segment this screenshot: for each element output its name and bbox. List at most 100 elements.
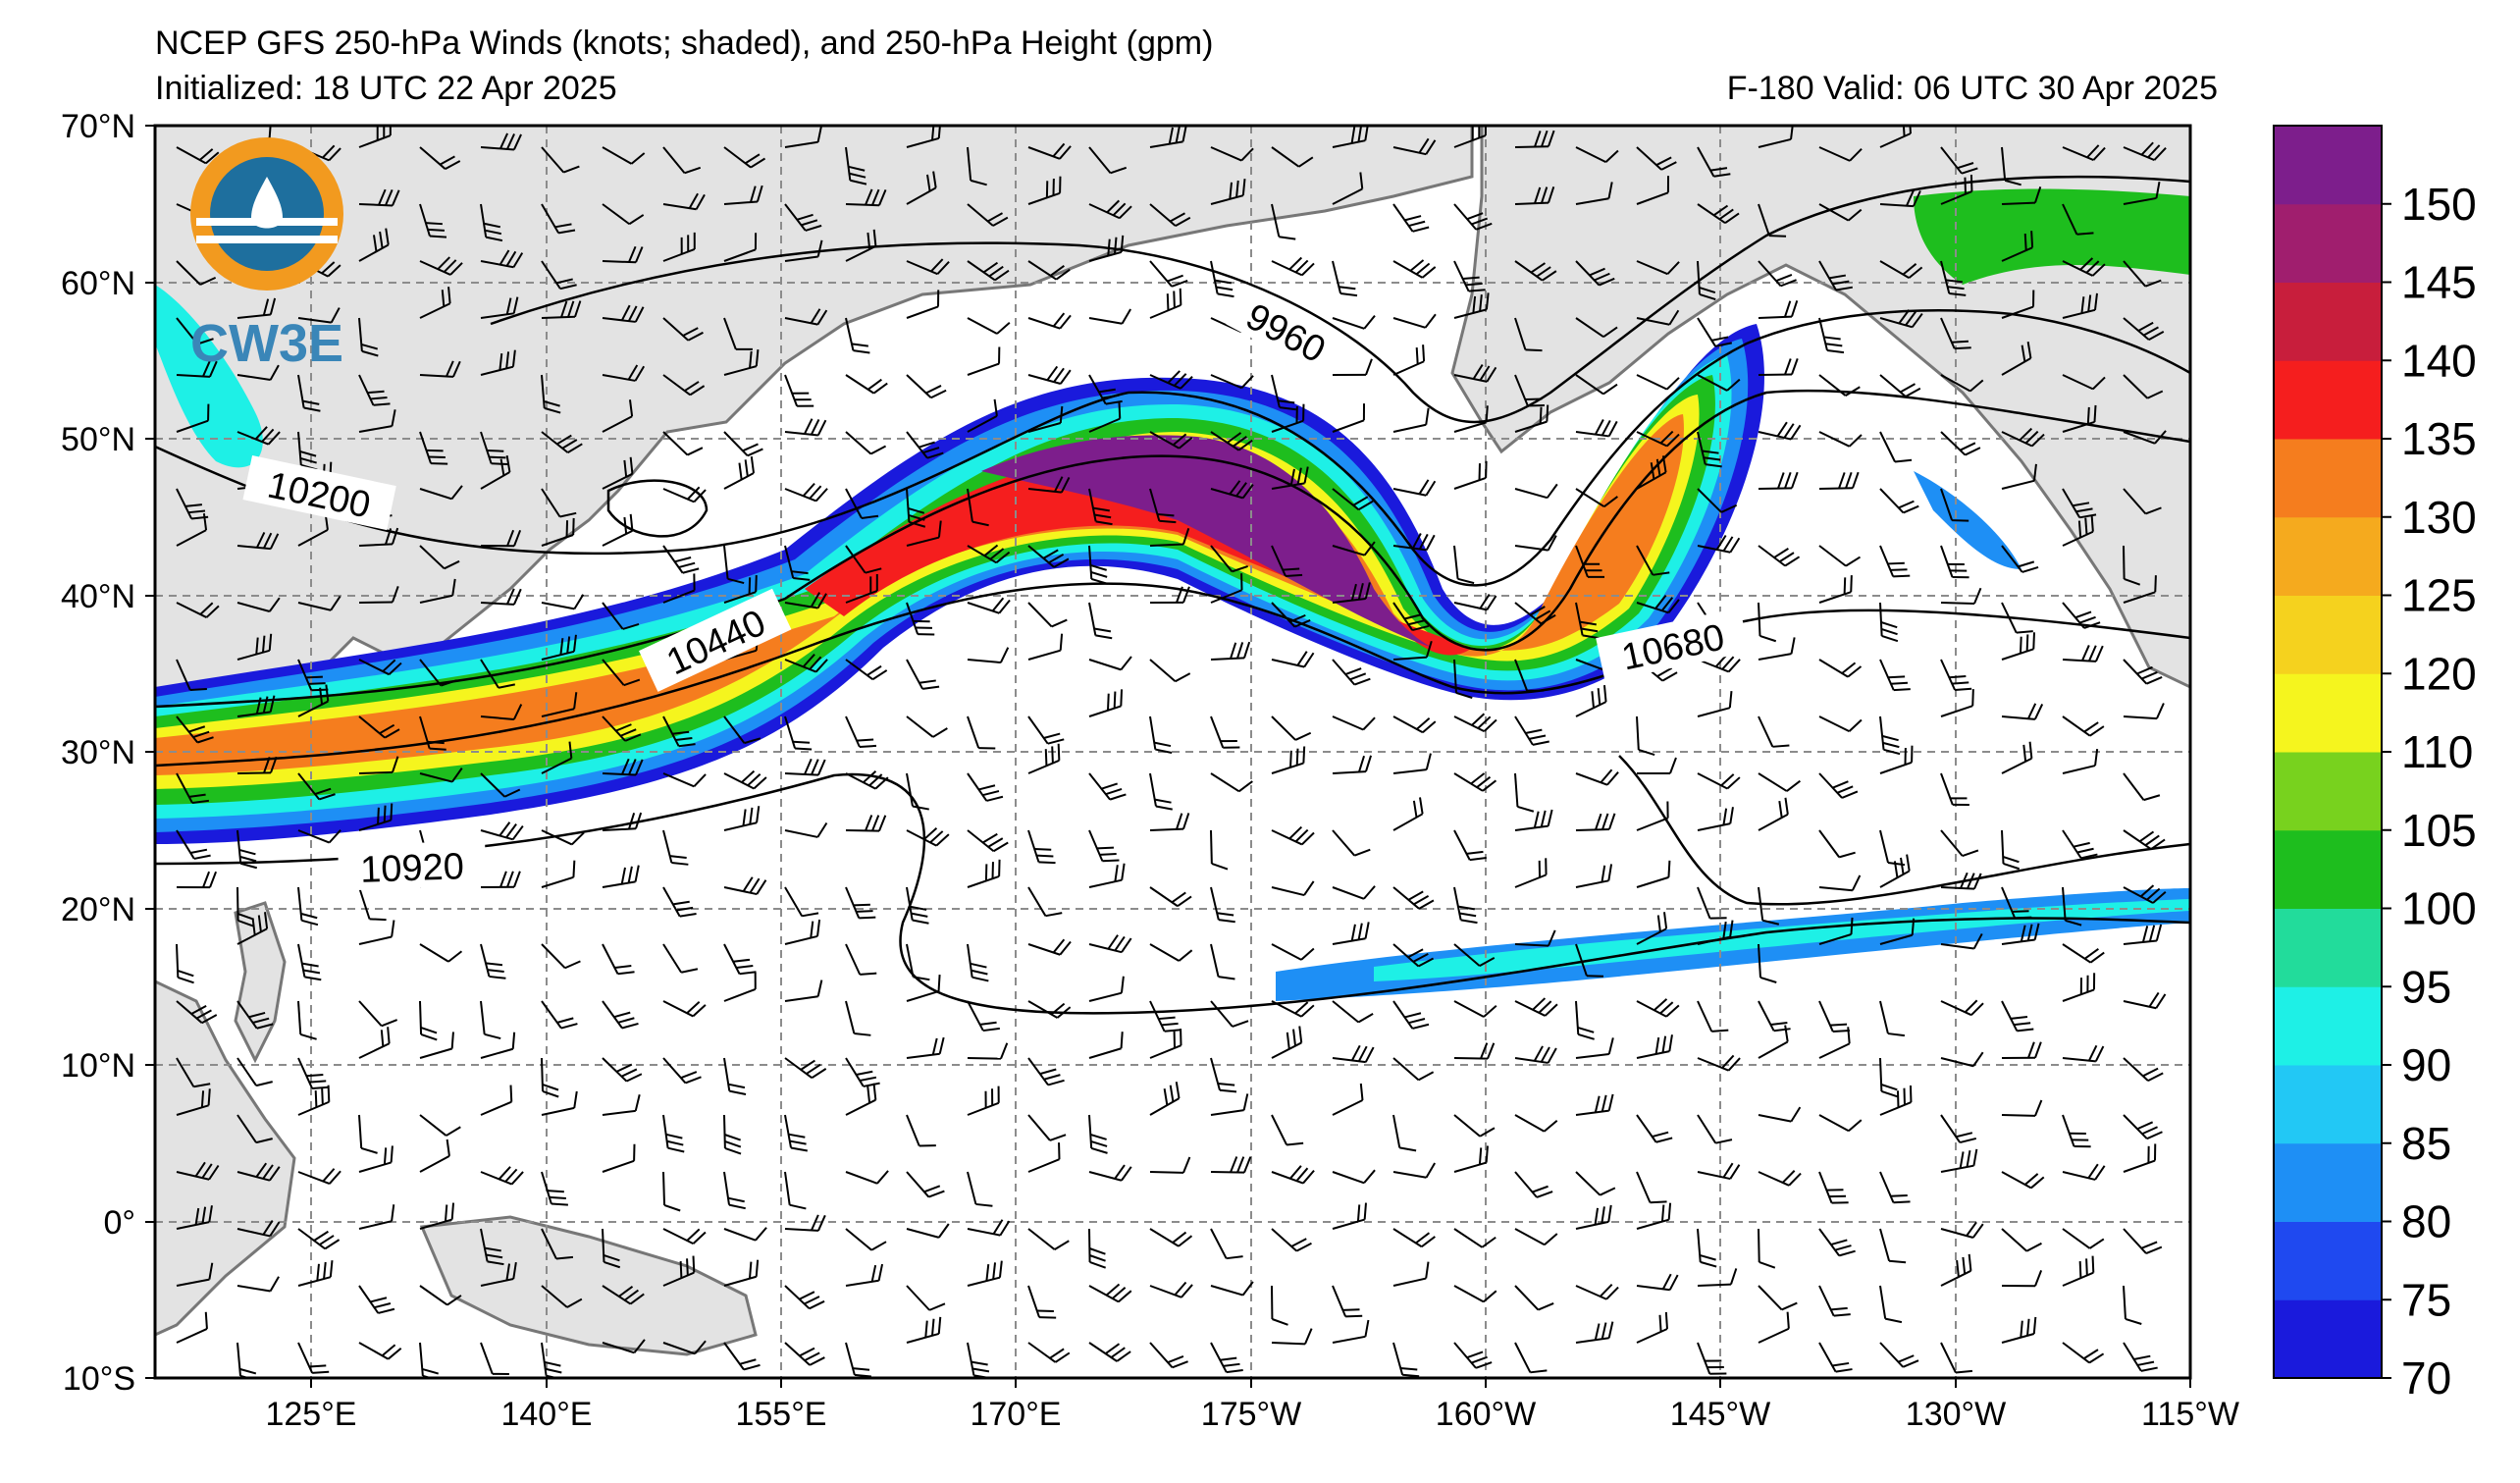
wind-barb [1149, 431, 1193, 450]
wind-barb [1271, 943, 1315, 961]
colorbar-label: 105 [2401, 805, 2477, 856]
wind-barb [1392, 1114, 1417, 1152]
wind-barb [602, 399, 634, 433]
wind-barb [419, 1139, 450, 1173]
wind-barb [419, 1114, 461, 1137]
wind-barb [967, 859, 1001, 888]
wind-barb [1027, 365, 1072, 385]
wind-barb [480, 296, 519, 319]
wind-barb [480, 529, 522, 548]
wind-barb [1210, 1342, 1243, 1374]
colorbar-label: 90 [2401, 1039, 2451, 1090]
wind-barb [2123, 488, 2162, 515]
wind-barb [784, 821, 828, 838]
wind-barb [297, 659, 329, 692]
wind-barb [358, 374, 391, 406]
wind-barb [1758, 471, 1799, 490]
wind-barb [541, 1000, 578, 1030]
wind-barb [176, 146, 220, 165]
wind-barb [297, 1085, 331, 1116]
wind-barb [1271, 1000, 1315, 1018]
lat-label: 60°N [61, 265, 135, 302]
wind-barb [176, 1205, 213, 1230]
wind-barb [1636, 860, 1671, 888]
wind-barb [723, 431, 763, 457]
wind-barb [1758, 545, 1801, 567]
wind-barb [358, 1342, 402, 1360]
wind-barb [1879, 309, 1923, 329]
wind-barb [1149, 715, 1173, 754]
wind-barb [2062, 973, 2096, 1002]
wind-barb [236, 1000, 274, 1030]
wind-barb [1818, 874, 1862, 892]
wind-barb [967, 1042, 1009, 1060]
wind-barb [723, 876, 767, 896]
wind-barb [1818, 1285, 1851, 1317]
wind-barb [1940, 317, 1971, 350]
wind-barb [1758, 358, 1799, 376]
wind-barb [419, 287, 451, 319]
wind-barb [1088, 772, 1127, 801]
wind-barb [1149, 886, 1192, 908]
wind-barb [1940, 1253, 1972, 1287]
wind-barb [602, 758, 644, 776]
wind-barb [1149, 1082, 1181, 1116]
wind-barb [784, 418, 827, 437]
wind-barb [2062, 886, 2082, 927]
wind-barb [1514, 186, 1555, 205]
wind-barb [480, 349, 516, 376]
wind-barb [1088, 1342, 1131, 1362]
wind-barb [1332, 715, 1376, 731]
wind-barb [358, 1204, 395, 1230]
longitude-axis: 125°E 140°E 155°E 170°E 175°W 160°W 145°… [265, 1378, 2239, 1433]
colorbar-segment [2274, 908, 2382, 987]
wind-barb [358, 715, 400, 739]
wind-barb [845, 317, 870, 354]
wind-barb [906, 943, 930, 981]
wind-barb [480, 1228, 504, 1266]
wind-barb [297, 943, 322, 981]
wind-barb [1149, 586, 1190, 604]
wind-barb [2001, 1099, 2043, 1117]
wind-barb [906, 1171, 945, 1198]
wind-barb [1088, 146, 1128, 175]
wind-barb [2062, 257, 2106, 277]
wind-barb [1818, 317, 1845, 354]
wind-barb [236, 695, 276, 717]
wind-barb [2123, 430, 2167, 445]
wind-barb [1758, 637, 1796, 661]
lon-label: 170°E [970, 1396, 1061, 1433]
wind-barb [662, 772, 707, 788]
wind-barb [1392, 943, 1435, 968]
wind-barb [602, 865, 640, 888]
wind-barb [1879, 1057, 1898, 1098]
wind-barb [1210, 260, 1234, 298]
wind-barb [1149, 1281, 1193, 1298]
wind-barb [2062, 748, 2099, 774]
wind-barb [1332, 582, 1371, 604]
wind-barb [1210, 641, 1251, 661]
wind-barb [419, 1032, 454, 1059]
wind-barb [480, 588, 522, 606]
wind-barb [236, 1162, 281, 1182]
wind-barb [1332, 1083, 1364, 1116]
wind-barb [723, 769, 767, 790]
wind-barb [1210, 715, 1240, 749]
wind-barb [906, 171, 937, 205]
wind-barb [602, 146, 646, 165]
wind-barb [297, 829, 341, 844]
lon-label: 115°W [2141, 1396, 2239, 1433]
wind-barb [967, 1086, 1000, 1116]
wind-barb [967, 647, 1010, 664]
wind-barb [236, 912, 269, 945]
wind-barb [1636, 1273, 1679, 1292]
latitude-axis: 70°N 60°N 50°N 40°N 30°N 20°N 10°N 0° 10… [61, 108, 155, 1398]
wind-barb [1392, 797, 1424, 831]
wind-barb [541, 1171, 568, 1206]
wind-barb [480, 704, 523, 720]
wind-barb [236, 364, 280, 382]
wind-barb [1758, 1228, 1776, 1269]
wind-barb [1271, 403, 1305, 433]
wind-barb [1088, 602, 1113, 640]
wind-barb [2062, 514, 2094, 547]
